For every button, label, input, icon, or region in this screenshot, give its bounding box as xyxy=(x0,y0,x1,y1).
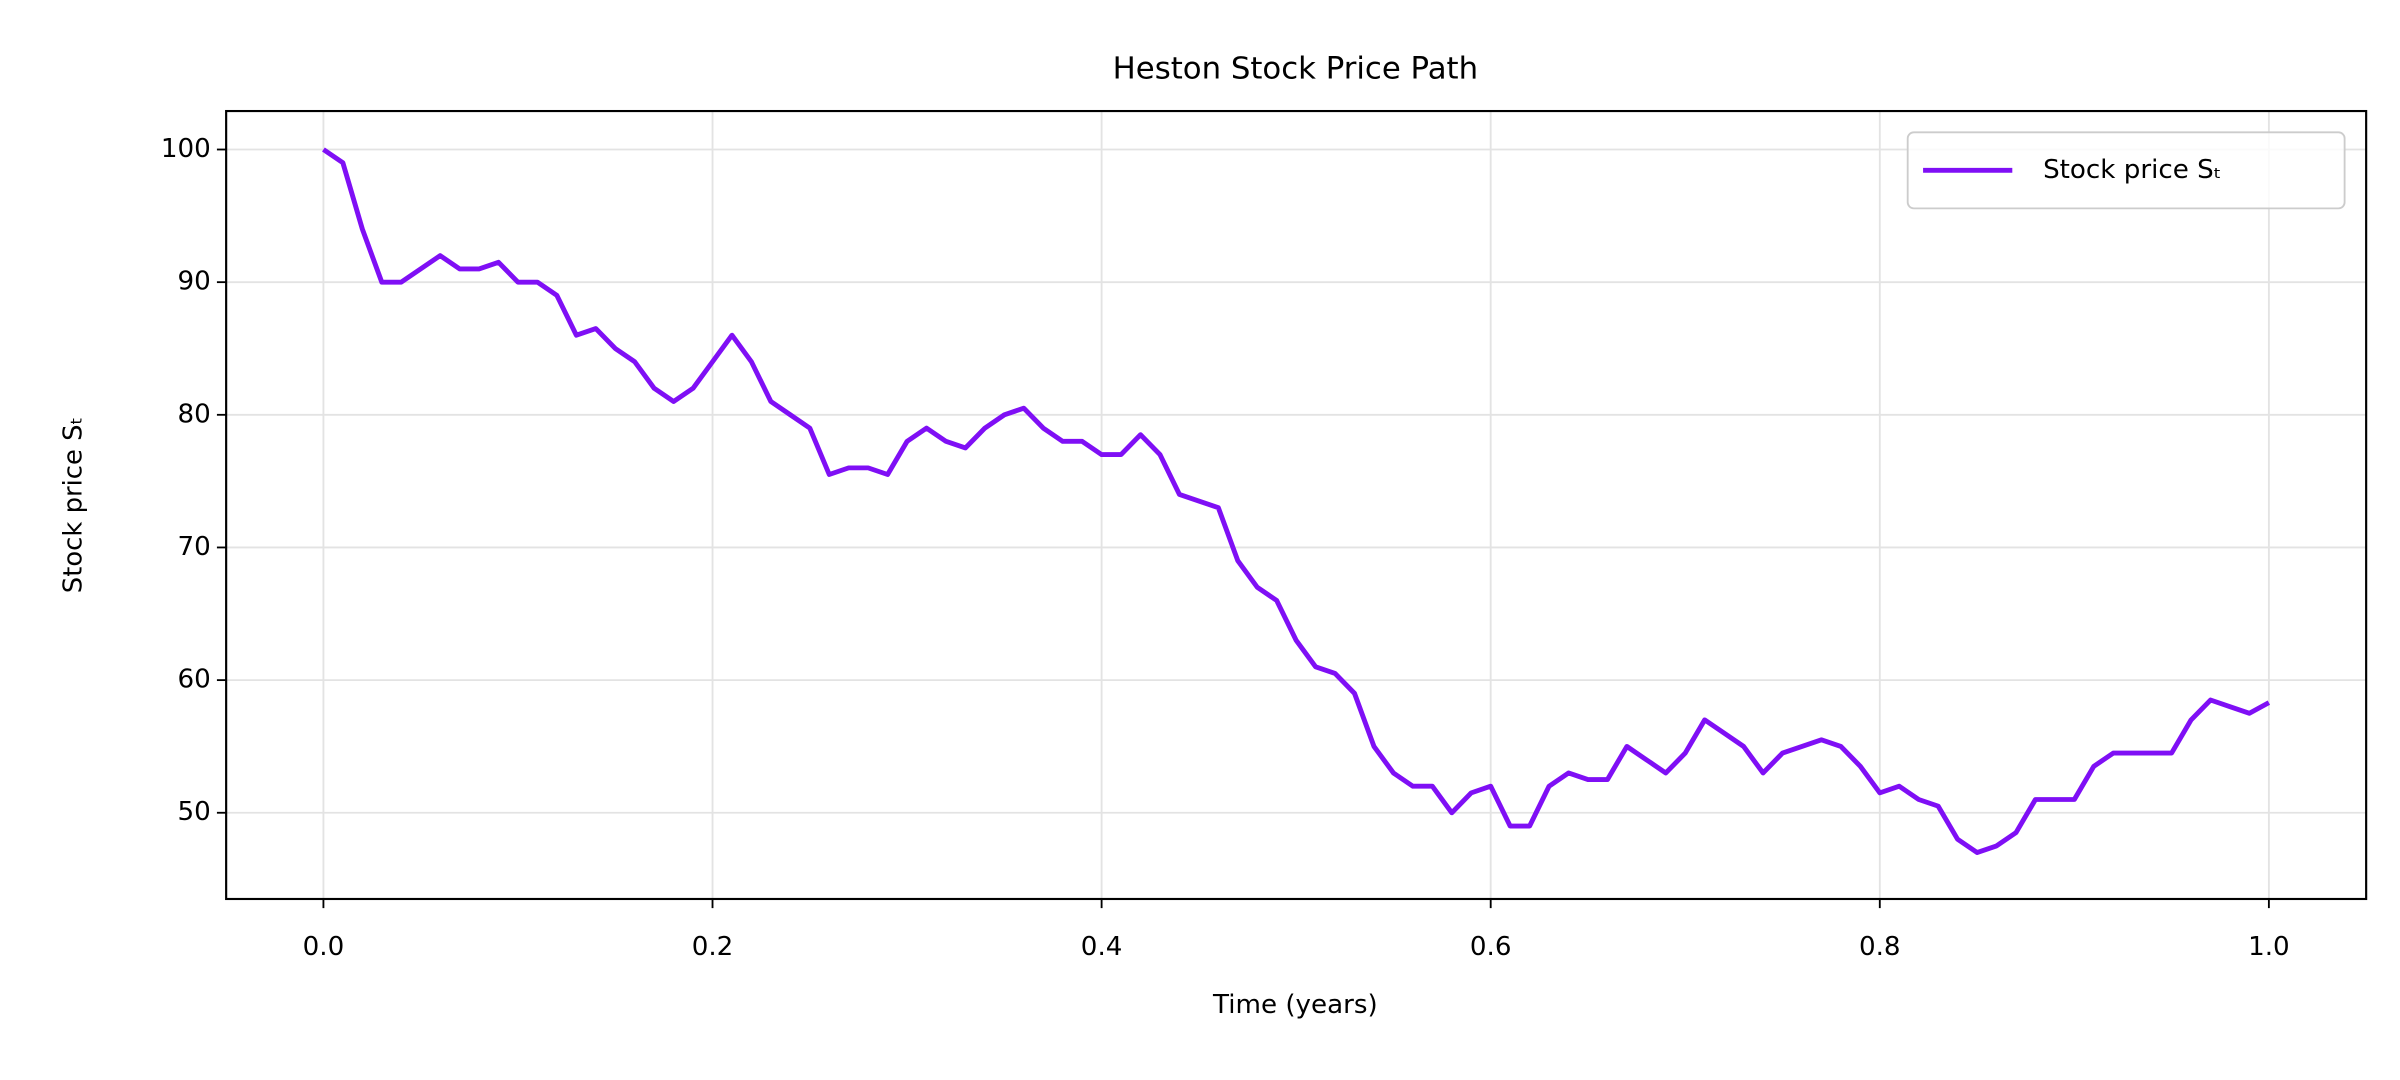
y-tick-label: 100 xyxy=(161,134,211,164)
legend-label: Stock price Sₜ xyxy=(2043,155,2221,185)
y-tick-label: 50 xyxy=(177,797,210,827)
y-tick-label: 80 xyxy=(177,399,210,429)
legend-box xyxy=(1906,131,2346,210)
y-tick-label: 90 xyxy=(177,267,210,297)
chart-title: Heston Stock Price Path xyxy=(1113,52,1478,87)
x-tick-label: 0.0 xyxy=(303,932,345,962)
line-series xyxy=(322,147,2271,855)
x-tick-label: 0.4 xyxy=(1081,932,1123,962)
x-tick-label: 0.8 xyxy=(1859,932,1901,962)
x-tick-label: 1.0 xyxy=(2248,932,2290,962)
x-tick-label: 0.6 xyxy=(1470,932,1512,962)
y-tick-label: 70 xyxy=(177,532,210,562)
x-tick-label: 0.2 xyxy=(692,932,734,962)
x-axis-label: Time (years) xyxy=(1212,990,1378,1020)
y-axis-label: Stock price Sₜ xyxy=(58,417,88,593)
y-tick-label: 60 xyxy=(177,665,210,695)
plot-frame xyxy=(225,109,2368,901)
